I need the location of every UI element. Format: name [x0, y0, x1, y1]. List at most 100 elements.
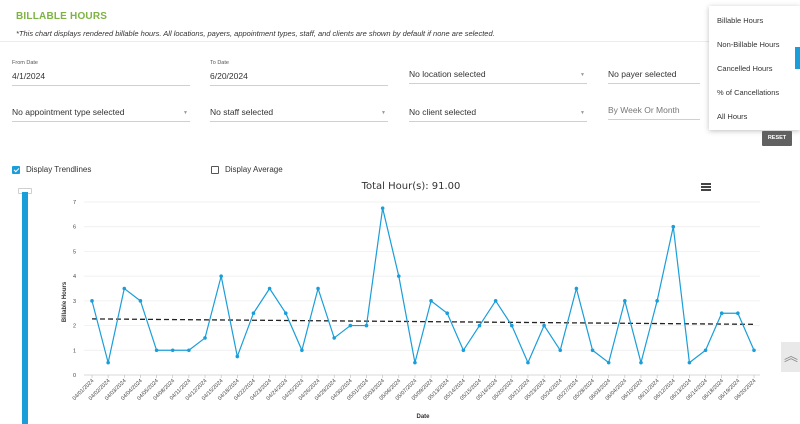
data-point	[558, 348, 563, 353]
data-point	[493, 299, 498, 303]
data-point	[429, 299, 433, 303]
payer-select-value: No payer selected	[608, 69, 677, 79]
from-date-field[interactable]: From Date 4/1/2024	[12, 60, 190, 86]
menu-item-non-billable-hours[interactable]: Non-Billable Hours	[717, 40, 780, 49]
series-group	[90, 206, 756, 366]
location-underline	[409, 83, 587, 84]
chart-title: Total Hour(s): 91.00	[361, 181, 461, 192]
display-trendlines-checkbox[interactable]: Display Trendlines	[12, 165, 91, 174]
location-select[interactable]: No location selected ▼	[409, 58, 587, 84]
reset-button[interactable]: RESET	[762, 131, 792, 146]
client-select-value: No client selected	[409, 107, 477, 117]
data-point	[526, 360, 530, 365]
grouping-placeholder: By Week Or Month	[608, 105, 680, 115]
y-tick-label: 3	[73, 299, 76, 305]
display-average-checkbox[interactable]: Display Average	[211, 165, 283, 174]
to-date-value: 6/20/2024	[210, 71, 248, 81]
trendline-group	[91, 318, 755, 325]
y-axis-ticks: 0 1 2 3 4 5 6 7	[73, 200, 76, 379]
chevron-down-icon: ▼	[381, 110, 386, 116]
y-tick-label: 2	[73, 324, 76, 330]
data-point	[736, 311, 740, 316]
data-point	[316, 286, 320, 291]
chevron-down-icon: ▼	[580, 72, 585, 78]
data-point	[703, 348, 708, 353]
to-date-field[interactable]: To Date 6/20/2024	[210, 60, 388, 86]
x-axis-label: Date	[416, 414, 430, 420]
data-point	[364, 323, 369, 328]
menu-item-billable-hours[interactable]: Billable Hours	[717, 16, 764, 25]
data-point	[267, 286, 272, 291]
from-date-label: From Date	[12, 60, 38, 66]
checkbox-unchecked-icon	[211, 165, 219, 174]
data-point	[445, 311, 450, 316]
data-point	[170, 348, 175, 353]
location-select-value: No location selected	[409, 69, 486, 79]
y-tick-label: 7	[73, 200, 76, 206]
data-point	[283, 311, 288, 316]
chevron-down-icon: ▼	[183, 110, 188, 116]
staff-select[interactable]: No staff selected ▼	[210, 96, 388, 122]
data-point	[251, 311, 256, 316]
data-point	[574, 286, 579, 291]
payer-underline	[608, 83, 700, 84]
data-point	[235, 354, 240, 359]
client-select[interactable]: No client selected ▼	[409, 96, 587, 122]
billable-hours-chart: Total Hour(s): 91.00 Billable Hours Date…	[62, 181, 760, 420]
data-point	[639, 360, 643, 365]
data-point	[380, 206, 385, 210]
data-point	[187, 348, 191, 353]
range-slider-track[interactable]	[22, 192, 28, 424]
hamburger-icon[interactable]	[701, 183, 711, 191]
y-axis-label: Billable Hours	[62, 281, 68, 322]
grouping-underline	[608, 119, 700, 120]
data-point	[590, 348, 595, 353]
data-point	[219, 274, 223, 278]
data-point	[510, 323, 514, 328]
data-point	[396, 274, 401, 278]
series-line	[91, 208, 755, 366]
data-point	[122, 286, 127, 291]
header-divider	[0, 41, 800, 42]
y-tick-label: 0	[73, 373, 76, 379]
data-point	[348, 323, 353, 328]
trendline	[91, 318, 755, 325]
data-point	[332, 336, 336, 340]
x-axis-ticks: 04/01/202404/02/202404/03/202404/04/2024…	[72, 375, 757, 402]
data-point	[106, 360, 110, 365]
data-point	[606, 360, 611, 365]
client-underline	[409, 121, 587, 122]
menu-item-percent-cancellations[interactable]: % of Cancellations	[717, 88, 780, 97]
data-point	[655, 299, 659, 303]
data-point	[719, 311, 724, 316]
data-point	[671, 224, 676, 229]
checkbox-checked-icon	[12, 165, 20, 174]
menu-item-cancelled-hours[interactable]: Cancelled Hours	[717, 64, 773, 73]
grouping-select[interactable]: By Week Or Month	[608, 94, 700, 120]
appointment-type-value: No appointment type selected	[12, 107, 125, 117]
side-panel-tab[interactable]	[795, 47, 800, 69]
from-date-underline	[12, 85, 190, 86]
y-tick-label: 1	[73, 348, 76, 354]
to-date-underline	[210, 85, 388, 86]
appointment-type-select[interactable]: No appointment type selected ▼	[12, 96, 190, 122]
data-point	[413, 360, 417, 365]
payer-select[interactable]: No payer selected	[608, 58, 700, 84]
data-point	[542, 323, 546, 328]
menu-item-all-hours[interactable]: All Hours	[717, 112, 748, 121]
to-date-label: To Date	[210, 60, 229, 66]
chart-grid	[84, 201, 760, 376]
data-point	[687, 360, 692, 365]
double-chevron-up-icon[interactable]: ︽	[781, 342, 800, 372]
from-date-value: 4/1/2024	[12, 71, 46, 81]
staff-underline	[210, 121, 388, 122]
data-point	[138, 299, 143, 303]
display-average-label: Display Average	[225, 165, 283, 174]
data-point	[461, 348, 466, 353]
chevron-down-icon: ▼	[580, 110, 585, 116]
data-point	[477, 323, 482, 328]
y-tick-label: 5	[73, 249, 76, 255]
data-point	[154, 348, 159, 353]
page-title: BILLABLE HOURS	[16, 11, 108, 22]
page-subtitle: *This chart displays rendered billable h…	[16, 29, 495, 38]
